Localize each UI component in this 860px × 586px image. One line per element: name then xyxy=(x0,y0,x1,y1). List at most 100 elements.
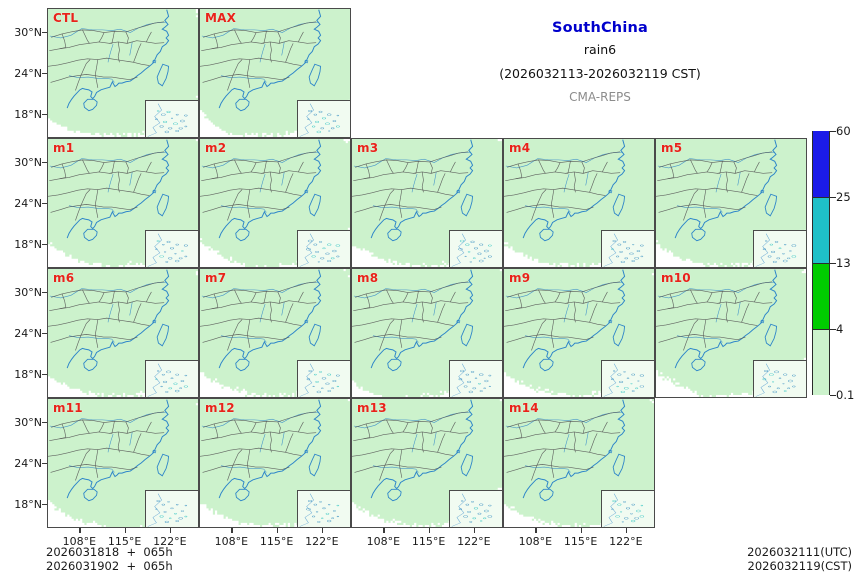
y-axis-tick-mark xyxy=(42,31,47,34)
panel-label: m4 xyxy=(509,141,531,155)
x-axis-tick-mark xyxy=(169,528,172,533)
x-axis-tick-label: 122°E xyxy=(305,535,339,548)
x-axis-tick-label: 108°E xyxy=(62,535,97,548)
map-panel-m2[interactable]: m2 xyxy=(199,138,351,268)
map-panel-ctl[interactable]: CTL xyxy=(47,8,199,138)
x-axis-tick-mark xyxy=(580,528,582,533)
panel-label: m13 xyxy=(357,401,387,415)
footer-left-init2: 2026031902 + 065h xyxy=(46,559,173,573)
footer-right-cst: 2026032119(CST) xyxy=(747,559,853,573)
map-panel-m6[interactable]: m6 xyxy=(47,268,199,398)
colorbar-divider xyxy=(812,197,830,199)
panel-label: m3 xyxy=(357,141,379,155)
south-china-sea-inset xyxy=(753,359,806,397)
y-axis-tick-label: 30°N xyxy=(14,155,42,169)
south-china-sea-inset xyxy=(145,359,198,397)
south-china-sea-inset xyxy=(297,99,350,137)
footer-right-utc: 2026032111(UTC) xyxy=(747,545,852,559)
south-china-sea-inset xyxy=(601,489,654,527)
y-axis-tick-label: 18°N xyxy=(14,368,42,382)
x-axis-tick-label: 122°E xyxy=(609,535,643,548)
map-panel-m4[interactable]: m4 xyxy=(503,138,655,268)
colorbar-divider xyxy=(812,263,830,265)
panel-label: m7 xyxy=(205,271,227,285)
model-name-label: CMA-REPS xyxy=(569,90,631,104)
south-china-sea-inset xyxy=(449,229,502,267)
x-axis-tick-mark xyxy=(428,528,430,533)
panel-label: m5 xyxy=(661,141,683,155)
map-panel-m3[interactable]: m3 xyxy=(351,138,503,268)
y-axis-tick-mark xyxy=(42,504,47,506)
x-axis-tick-label: 115°E xyxy=(259,535,294,548)
map-panel-max[interactable]: MAX xyxy=(199,8,351,138)
colorbar-divider xyxy=(812,329,830,331)
colorbar-tick-mark xyxy=(830,329,836,331)
x-axis-tick-mark xyxy=(473,528,476,533)
figure-header: SouthChina rain6 (2026032113-2026032119 … xyxy=(430,18,770,108)
map-panel-m7[interactable]: m7 xyxy=(199,268,351,398)
panel-label: m1 xyxy=(53,141,75,155)
y-axis-tick-mark xyxy=(42,203,47,205)
y-axis-tick-label: 30°N xyxy=(14,285,42,299)
panel-label: m8 xyxy=(357,271,379,285)
map-panel-m12[interactable]: m12 xyxy=(199,398,351,528)
y-axis-tick-label: 18°N xyxy=(14,498,42,512)
south-china-sea-inset xyxy=(601,359,654,397)
map-panel-m14[interactable]: m14 xyxy=(503,398,655,528)
y-axis-tick-mark xyxy=(42,333,47,335)
south-china-sea-inset xyxy=(145,99,198,137)
south-china-sea-inset xyxy=(449,489,502,527)
south-china-sea-inset xyxy=(601,229,654,267)
y-axis-tick-mark xyxy=(42,161,47,164)
colorbar-segment xyxy=(812,131,830,197)
colorbar-tick-mark xyxy=(830,395,836,397)
panel-label: m14 xyxy=(509,401,539,415)
x-axis-tick-mark xyxy=(383,528,385,533)
x-axis-tick-mark xyxy=(276,528,278,533)
y-axis-tick-label: 18°N xyxy=(14,238,42,252)
variable-label: rain6 xyxy=(583,42,617,57)
y-axis-tick-label: 24°N xyxy=(14,457,42,470)
map-panel-m9[interactable]: m9 xyxy=(503,268,655,398)
panel-label: MAX xyxy=(205,11,237,25)
south-china-sea-inset xyxy=(297,489,350,527)
y-axis-tick-label: 24°N xyxy=(14,327,42,340)
south-china-sea-inset xyxy=(145,229,198,267)
colorbar-tick-mark xyxy=(830,263,836,265)
x-axis-tick-label: 122°E xyxy=(153,535,187,548)
y-axis-tick-mark xyxy=(42,421,47,424)
colorbar-tick-label: 60 xyxy=(836,124,851,138)
map-panel-m8[interactable]: m8 xyxy=(351,268,503,398)
x-axis-tick-label: 108°E xyxy=(366,535,401,548)
map-panel-m11[interactable]: m11 xyxy=(47,398,199,528)
colorbar-tick-mark xyxy=(830,197,836,199)
colorbar-tick-label: 0.1 xyxy=(836,388,855,402)
colorbar-tick-label: 4 xyxy=(836,322,844,336)
panel-label: CTL xyxy=(53,11,79,25)
y-axis-tick-mark xyxy=(42,291,47,294)
x-axis-tick-label: 115°E xyxy=(411,535,446,548)
colorbar-segment xyxy=(812,197,830,263)
y-axis-tick-label: 18°N xyxy=(14,108,42,122)
map-panel-m13[interactable]: m13 xyxy=(351,398,503,528)
y-axis-tick-mark xyxy=(42,73,47,75)
south-china-sea-inset xyxy=(297,359,350,397)
y-axis-tick-label: 30°N xyxy=(14,415,42,429)
panel-label: m9 xyxy=(509,271,531,285)
x-axis-tick-label: 108°E xyxy=(214,535,249,548)
colorbar-strip xyxy=(812,131,830,395)
map-panel-m1[interactable]: m1 xyxy=(47,138,199,268)
x-axis-tick-mark xyxy=(124,528,126,533)
map-panel-m5[interactable]: m5 xyxy=(655,138,807,268)
x-axis-tick-label: 115°E xyxy=(563,535,598,548)
region-title: SouthChina xyxy=(551,20,649,36)
y-axis-tick-mark xyxy=(42,463,47,465)
map-panel-m10[interactable]: m10 xyxy=(655,268,807,398)
colorbar-tick-label: 25 xyxy=(836,190,851,204)
y-axis-tick-label: 24°N xyxy=(14,67,42,80)
x-axis-tick-mark xyxy=(625,528,628,533)
colorbar-segment xyxy=(812,263,830,329)
south-china-sea-inset xyxy=(449,359,502,397)
footer-left-init1: 2026031818 + 065h xyxy=(46,545,173,559)
